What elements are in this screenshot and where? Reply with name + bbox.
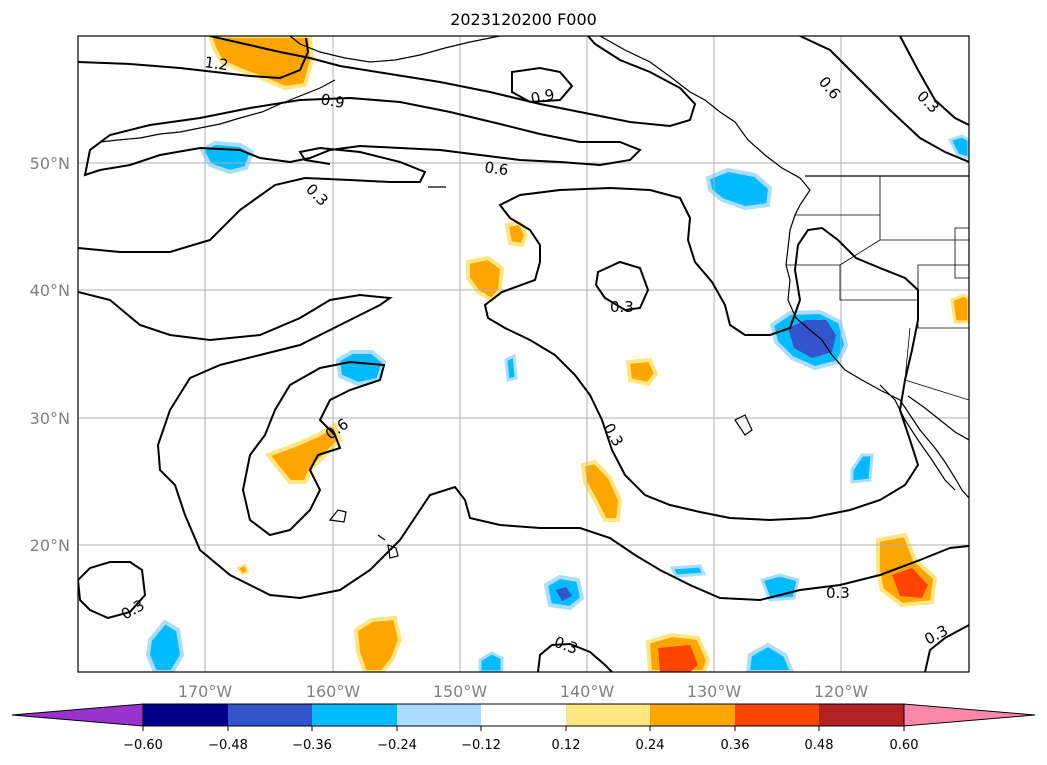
colorbar-segment bbox=[312, 704, 397, 726]
contour-label: 0.9 bbox=[319, 90, 346, 112]
contour-line-0.3 bbox=[483, 186, 920, 522]
lat-label: 40°N bbox=[30, 281, 70, 300]
contour-line-0.3 bbox=[899, 36, 969, 126]
colorbar-extend-low bbox=[11, 703, 144, 727]
negative-anomaly-patch bbox=[669, 564, 707, 578]
contour-line-0.6 bbox=[799, 36, 969, 163]
colorbar-segment bbox=[397, 704, 481, 726]
contour-line-0.3 bbox=[78, 561, 147, 620]
colorbar-tick-label: 0.12 bbox=[552, 738, 581, 753]
state-borders bbox=[786, 176, 969, 401]
alaska-coastline bbox=[289, 36, 501, 63]
coastlines bbox=[99, 36, 969, 559]
negative-anomaly-patch bbox=[947, 134, 969, 160]
contour-label: 0.3 bbox=[118, 596, 148, 624]
colorbar-tick-label: −0.36 bbox=[292, 738, 332, 753]
colorbar-segment bbox=[481, 704, 566, 726]
contour-label: 0.3 bbox=[610, 298, 634, 316]
strong-positive-anomaly-patch bbox=[658, 645, 698, 672]
aleutian-islands bbox=[99, 79, 336, 143]
contour-lines bbox=[78, 36, 969, 672]
contour-line-0.3 bbox=[924, 624, 969, 672]
latitude-labels: 20°N 30°N 40°N 50°N bbox=[30, 154, 70, 555]
lat-label: 30°N bbox=[30, 409, 70, 428]
colorbar-outline bbox=[142, 703, 905, 727]
positive-anomaly-patch bbox=[264, 422, 343, 484]
contour-line-0.9 bbox=[511, 66, 574, 104]
negative-anomaly-patch bbox=[199, 140, 255, 175]
contour-line-0.6 bbox=[241, 360, 386, 537]
colorbar-tick-label: 0.24 bbox=[636, 738, 665, 753]
lat-label: 50°N bbox=[30, 154, 70, 173]
positive-anomaly-patch bbox=[625, 357, 659, 387]
colorbar-tick-label: −0.48 bbox=[208, 738, 248, 753]
contour-line-0.6 bbox=[78, 146, 427, 253]
contour-label: 0.9 bbox=[529, 85, 556, 108]
contour-label: 0.6 bbox=[483, 158, 509, 179]
contour-line-0.3 bbox=[594, 260, 650, 312]
contour-line-0.3 bbox=[537, 642, 613, 672]
contour-line-0.9 bbox=[209, 36, 697, 128]
negative-anomaly-patch bbox=[145, 619, 185, 672]
colorbar-tick-label: −0.12 bbox=[461, 738, 501, 753]
strong-negative-anomaly-patch bbox=[788, 320, 836, 358]
contour-label: 0.6 bbox=[815, 73, 844, 103]
contour-line-0.3 bbox=[78, 291, 969, 602]
north-america-coastline bbox=[599, 36, 969, 499]
positive-anomaly-patch bbox=[950, 293, 969, 324]
colorbar-tick-label: −0.60 bbox=[123, 738, 163, 753]
colorbar-ticks bbox=[142, 726, 905, 731]
contour-label: 0.3 bbox=[921, 621, 951, 648]
negative-anomaly-patch bbox=[850, 453, 874, 484]
small-island bbox=[428, 186, 753, 436]
positive-anomaly-patch bbox=[353, 615, 403, 672]
negative-anomaly-patch bbox=[745, 642, 795, 672]
colorbar-segment bbox=[650, 704, 735, 726]
negative-anomaly-patch bbox=[759, 573, 800, 602]
baja-peninsula-coastline bbox=[879, 384, 969, 491]
colorbar-tick-label: 0.36 bbox=[721, 738, 750, 753]
negative-anomaly-patch bbox=[478, 651, 504, 672]
contour-label: 0.3 bbox=[913, 87, 943, 117]
longitude-labels: 170°W 160°W 150°W 140°W 130°W 120°W bbox=[178, 682, 869, 701]
positive-anomaly-patch bbox=[236, 563, 250, 576]
lon-label: 150°W bbox=[433, 682, 488, 701]
lon-label: 170°W bbox=[178, 682, 233, 701]
colorbar-segment bbox=[819, 704, 904, 726]
colorbar-segment bbox=[566, 704, 650, 726]
colorbar-segment bbox=[228, 704, 312, 726]
lat-label: 20°N bbox=[30, 536, 70, 555]
negative-anomaly-patch bbox=[504, 353, 518, 382]
lon-label: 120°W bbox=[814, 682, 869, 701]
positive-anomaly-patch bbox=[466, 255, 505, 303]
colorbar: −0.60 −0.48 −0.36 −0.24 −0.12 0.12 0.24 … bbox=[11, 703, 1036, 753]
contour-label: 1.2 bbox=[203, 53, 229, 74]
shaded-anomaly-layer bbox=[145, 36, 969, 672]
negative-anomaly-patch bbox=[705, 167, 773, 211]
contour-label: 0.3 bbox=[302, 180, 332, 210]
lon-label: 160°W bbox=[306, 682, 361, 701]
colorbar-segment bbox=[735, 704, 819, 726]
colorbar-tick-label: −0.24 bbox=[377, 738, 417, 753]
colorbar-tick-label: 0.48 bbox=[805, 738, 834, 753]
lon-label: 130°W bbox=[687, 682, 742, 701]
contour-label: 0.3 bbox=[826, 584, 850, 602]
colorbar-extend-high bbox=[903, 703, 1036, 727]
strong-negative-anomaly-patch bbox=[556, 587, 572, 601]
colorbar-tick-label: 0.60 bbox=[890, 738, 919, 753]
positive-anomaly-patch bbox=[580, 459, 623, 522]
map-title: 2023120200 F000 bbox=[450, 10, 597, 29]
negative-anomaly-patch bbox=[335, 350, 387, 387]
strong-positive-anomaly-patch bbox=[892, 568, 928, 598]
lon-label: 140°W bbox=[560, 682, 615, 701]
contour-label: 0.3 bbox=[552, 633, 581, 658]
map-frame bbox=[77, 35, 970, 673]
colorbar-segment bbox=[143, 704, 228, 726]
contour-line-0.9 bbox=[83, 96, 642, 177]
